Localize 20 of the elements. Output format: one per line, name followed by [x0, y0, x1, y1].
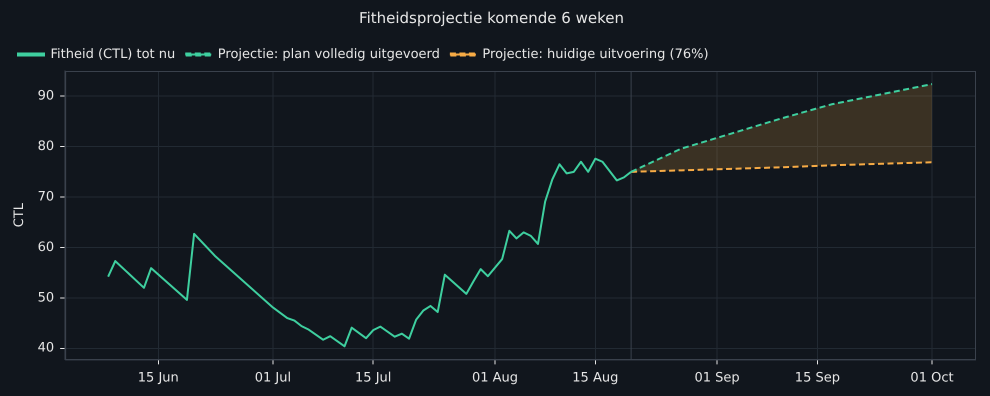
chart-title: Fitheidsprojectie komende 6 weken — [359, 8, 624, 27]
y-tick-label: 90 — [38, 88, 54, 104]
x-tick-label: 01 Jul — [254, 370, 292, 386]
y-tick-label: 50 — [38, 290, 54, 306]
line-series — [630, 161, 934, 173]
legend-label: Projectie: plan volledig uitgevoerd — [218, 46, 440, 62]
y-axis-title: CTL — [12, 202, 28, 228]
x-tick-label: 15 Jun — [138, 370, 179, 386]
x-tick-label: 01 Aug — [472, 370, 518, 386]
y-tick-label: 70 — [38, 189, 54, 204]
y-tick-label: 60 — [38, 240, 54, 255]
x-tick-label: 01 Oct — [910, 370, 954, 386]
x-tick-label: 15 Sep — [794, 370, 840, 386]
x-tick-label: 15 Jul — [355, 370, 392, 386]
x-tick-label: 15 Aug — [572, 370, 618, 386]
y-tick-label: 80 — [38, 139, 54, 154]
legend-label: Fitheid (CTL) tot nu — [50, 46, 176, 62]
legend-label: Projectie: huidige uitvoering (76%) — [482, 46, 709, 62]
y-tick-label: 40 — [38, 340, 54, 356]
x-tick-label: 01 Sep — [694, 370, 740, 386]
